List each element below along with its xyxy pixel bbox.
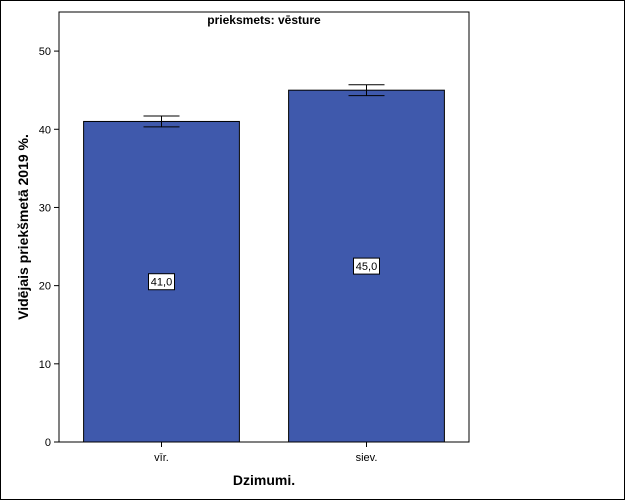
y-axis: 0 10 20 30 40 50	[39, 46, 59, 449]
y-tick-label: 0	[45, 437, 51, 449]
x-axis: vīr. siev.	[154, 442, 377, 464]
data-labels: 41,0 45,0	[148, 257, 380, 291]
data-label: 41,0	[148, 273, 175, 291]
x-tick-label: vīr.	[154, 452, 169, 464]
y-tick-label: 10	[39, 359, 51, 371]
error-bar	[143, 115, 180, 128]
y-tick-label: 50	[39, 46, 51, 58]
y-tick-label: 20	[39, 281, 51, 293]
chart-title: prieksmets: vēsture	[207, 13, 321, 27]
y-tick-label: 40	[39, 124, 51, 136]
data-label-text: 45,0	[356, 261, 377, 273]
y-tick-label: 30	[39, 202, 51, 214]
y-axis-title: Vidējais priekšmetā 2019 %.	[15, 134, 31, 320]
error-bars	[143, 84, 385, 128]
data-label-box	[148, 273, 175, 291]
error-bar	[348, 84, 385, 97]
data-label-box	[353, 257, 380, 275]
data-label: 45,0	[353, 257, 380, 275]
x-axis-title: Dzimumi.	[233, 472, 295, 488]
data-label-text: 41,0	[151, 277, 172, 289]
x-tick-label: siev.	[356, 452, 378, 464]
